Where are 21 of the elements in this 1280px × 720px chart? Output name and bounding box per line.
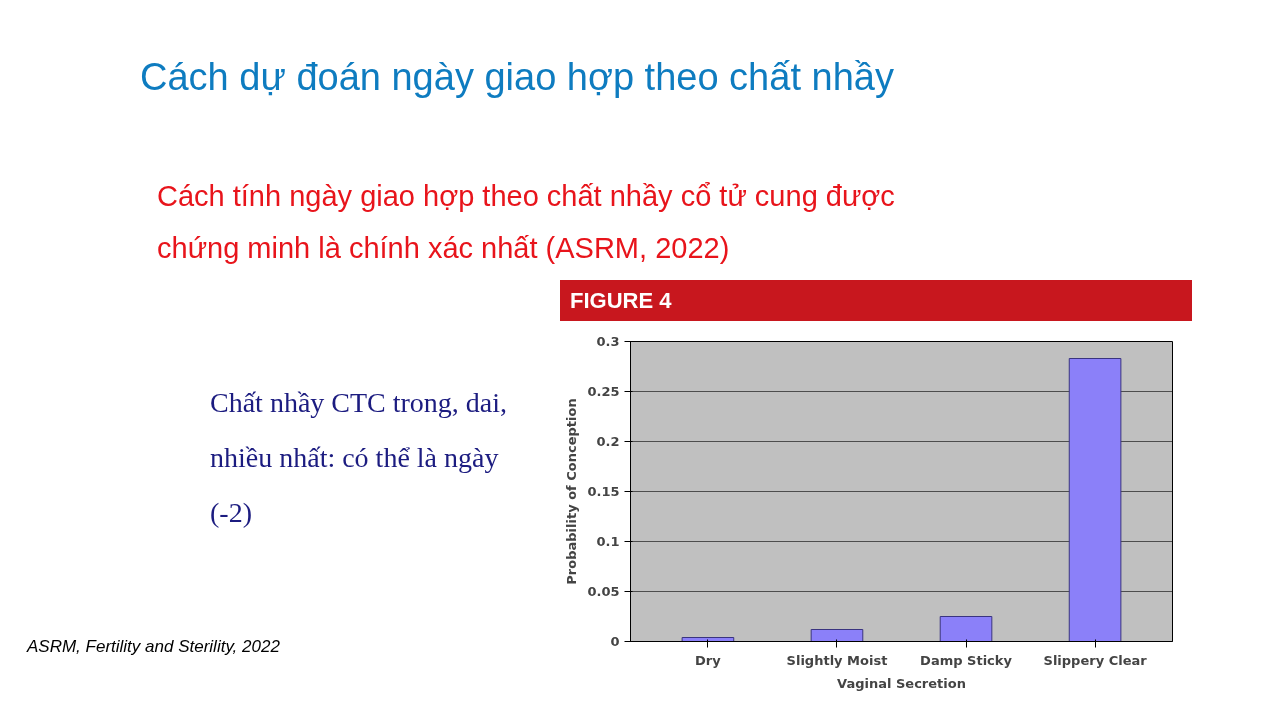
y-axis-title: Probability of Conception (564, 398, 580, 585)
y-tick-label: 0.05 (587, 584, 620, 599)
text: ASRM, Fertility and Sterility, 2022 (27, 636, 280, 658)
y-tick-label: 0.2 (596, 434, 620, 449)
y-tick-label: 0.25 (587, 384, 620, 399)
y-tick-label: 0.1 (596, 534, 620, 549)
y-tick-label: 0.15 (587, 484, 620, 499)
x-tick-label: Damp Sticky (920, 652, 1013, 668)
x-tick-label: Dry (695, 652, 722, 668)
chart-title: Cách dự đoán ngày giao hợp theo chất nhầy (140, 55, 894, 100)
caption: FIGURE 4 (570, 287, 672, 315)
bar (1068, 358, 1122, 642)
bar (939, 616, 993, 642)
x-tick-label: Slightly Moist (786, 652, 888, 668)
x-tick-label: Slippery Clear (1043, 652, 1148, 668)
x-axis-title: Vaginal Secretion (837, 675, 966, 691)
bar (810, 629, 864, 642)
text: Chất nhầy CTC trong, dai, nhiều nhất: có thể là ngày (-2) (210, 386, 509, 530)
y-tick-label: 0.3 (596, 334, 620, 349)
chart-subtitle: Cách tính ngày giao hợp theo chất nhầy cổ tử cung được chứng minh là chính xác nhất (ASRM, 2022) (157, 179, 896, 266)
y-tick-label: 0 (610, 634, 620, 649)
